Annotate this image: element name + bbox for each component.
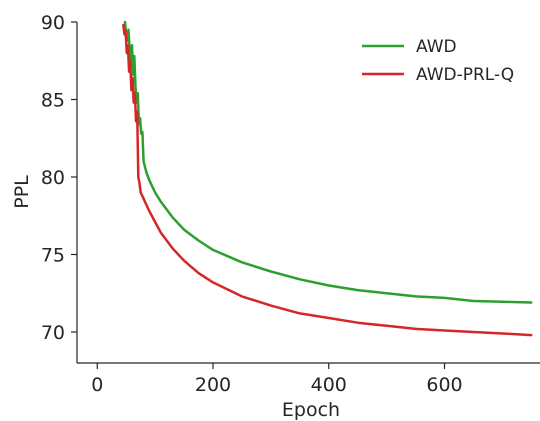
y-tick-label: 90 bbox=[41, 12, 65, 34]
axis-ticks: 0 200 400 600 70 75 80 85 90 bbox=[41, 12, 463, 396]
x-axis-title: Epoch bbox=[282, 399, 340, 421]
x-tick-label: 0 bbox=[91, 374, 103, 396]
x-tick-label: 200 bbox=[195, 374, 231, 396]
legend-label-awd-prl-q: AWD-PRL-Q bbox=[416, 65, 514, 85]
y-tick-label: 75 bbox=[41, 245, 65, 267]
x-tick-label: 400 bbox=[311, 374, 347, 396]
series-line-awd-prl-q bbox=[122, 23, 533, 337]
chart-legend: AWD AWD-PRL-Q bbox=[362, 37, 514, 85]
chart-axes bbox=[76, 22, 540, 364]
series-layer bbox=[122, 20, 533, 337]
y-tick-label: 80 bbox=[41, 167, 65, 189]
y-axis-title: PPL bbox=[11, 175, 33, 209]
x-tick-label: 600 bbox=[426, 374, 462, 396]
y-tick-label: 70 bbox=[41, 322, 65, 344]
legend-label-awd: AWD bbox=[416, 37, 457, 57]
series-line-awd bbox=[123, 20, 533, 304]
y-tick-label: 85 bbox=[41, 90, 65, 112]
